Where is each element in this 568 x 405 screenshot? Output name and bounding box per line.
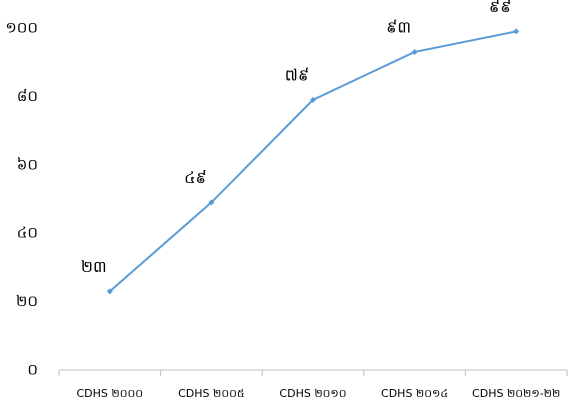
- y-tick-label: ៦០: [17, 155, 38, 173]
- y-tick-label: ០: [27, 361, 38, 379]
- point: [411, 48, 418, 55]
- value-label: ៧៩: [285, 65, 309, 84]
- point: [310, 96, 316, 103]
- y-tick-label: ១០០: [5, 19, 38, 37]
- x-tick-label: CDHS ២០០៥: [178, 387, 245, 400]
- value-label: ៤៩: [184, 168, 207, 187]
- x-tick-label: CDHS ២០១០: [279, 387, 346, 400]
- value-label: ៩៣: [386, 17, 411, 36]
- value-label: ៩៩: [489, 0, 512, 16]
- point: [106, 288, 113, 295]
- x-tick-label: CDHS ២០២១-២២: [472, 387, 560, 400]
- x-tick-label: CDHS ២០០០: [77, 387, 144, 400]
- point: [208, 199, 215, 206]
- line: [109, 30, 517, 293]
- y-tick-label: ៤០: [17, 224, 38, 242]
- y-tick-label: ៨០: [17, 87, 38, 105]
- point: [513, 28, 520, 35]
- y-tick-label: ២០: [16, 292, 38, 310]
- x-tick-label: CDHS ២០១៤: [381, 387, 448, 400]
- value-label: ២៣: [81, 257, 107, 276]
